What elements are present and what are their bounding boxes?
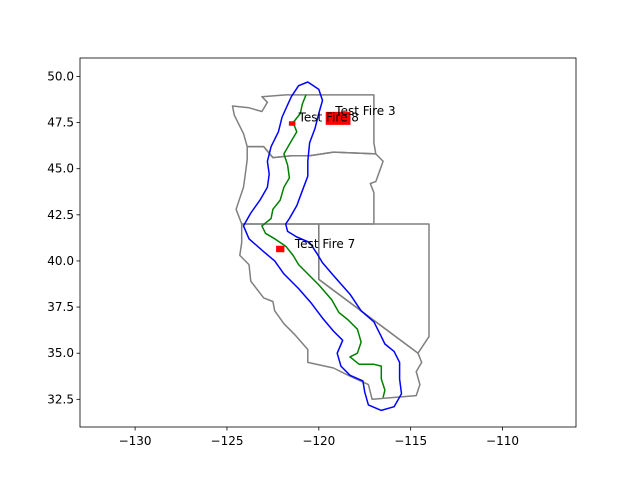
fire-labels-layer: Test Fire 3 Test Fire 8 Test Fire 7 <box>294 104 396 251</box>
fires-layer <box>276 111 351 253</box>
plot-frame <box>79 57 577 428</box>
fire-polygon-test-fire-7 <box>276 245 285 253</box>
fire-label-test-fire-7: Test Fire 7 <box>294 237 355 251</box>
y-tick-label: 50.0 <box>47 69 74 83</box>
x-tick-label: −120 <box>302 434 335 448</box>
corridor-buffer-line <box>242 81 403 412</box>
y-tick-label: 47.5 <box>47 116 74 130</box>
x-tick-label: −115 <box>394 434 427 448</box>
state-boundary <box>318 223 430 354</box>
state-boundaries-layer <box>231 94 430 401</box>
y-tick-label: 32.5 <box>47 392 74 406</box>
x-axis: −130 −125 −120 −115 −110 <box>119 434 519 448</box>
state-boundary <box>239 223 423 401</box>
y-tick-label: 35.0 <box>47 346 74 360</box>
corridor-buffer-layer <box>242 81 403 412</box>
y-tick-label: 40.0 <box>47 254 74 268</box>
axes: −130 −125 −120 −115 −110 32.5 35.0 37.5 … <box>47 57 577 448</box>
y-axis: 32.5 35.0 37.5 40.0 42.5 45.0 47.5 50.0 <box>47 69 74 406</box>
fire-polygon-test-fire-3 <box>325 111 351 125</box>
y-tick-label: 45.0 <box>47 162 74 176</box>
fire-label-test-fire-8: Test Fire 8 <box>298 111 359 125</box>
route-layer <box>261 94 386 398</box>
fire-label-test-fire-3: Test Fire 3 <box>334 104 395 118</box>
state-boundary <box>235 145 384 225</box>
x-tick-label: −110 <box>486 434 519 448</box>
x-tick-label: −130 <box>119 434 152 448</box>
fire-polygon-test-fire-8 <box>288 121 296 126</box>
route-line <box>261 94 386 398</box>
x-tick-label: −125 <box>211 434 244 448</box>
y-tick-label: 42.5 <box>47 208 74 222</box>
y-tick-label: 37.5 <box>47 300 74 314</box>
